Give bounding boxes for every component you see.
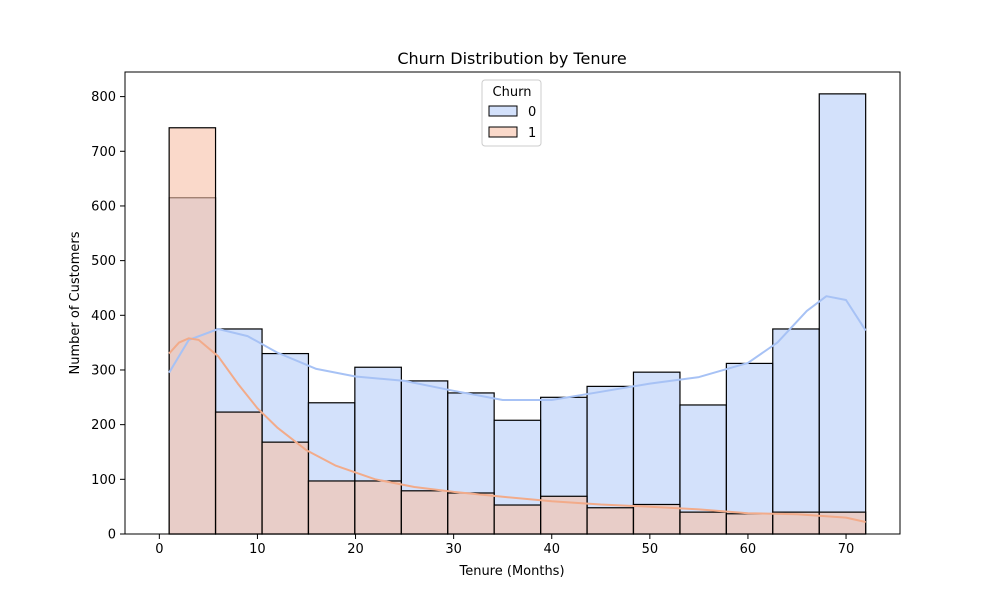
bar-churn-1-bin-12	[679, 511, 727, 535]
bar-churn-1-bin-8	[493, 504, 542, 535]
y-tick-label-800: 800	[91, 90, 116, 105]
x-tick-label-10: 10	[249, 542, 266, 557]
y-tick-label-200: 200	[91, 418, 116, 433]
x-tick-label-70: 70	[838, 542, 855, 557]
legend-label-1: 1	[528, 126, 536, 141]
kde-line-churn-0	[168, 295, 867, 401]
bar-churn-1-bin-5	[354, 480, 402, 535]
y-tick-label-400: 400	[91, 309, 116, 324]
bars-layer	[168, 93, 867, 535]
legend-swatch-1	[488, 126, 518, 138]
bar-churn-1-bin-2	[214, 411, 263, 535]
legend: Churn 0 1	[481, 79, 542, 147]
bar-churn-1-bin-7	[447, 492, 495, 535]
y-tick-label-300: 300	[91, 363, 116, 378]
kde-layer	[168, 295, 867, 523]
y-axis-label: Number of Customers	[68, 231, 83, 374]
bar-churn-1-bin-11	[632, 503, 681, 535]
y-tick-label-700: 700	[91, 145, 116, 160]
bar-churn-0-bin-13	[725, 362, 774, 535]
y-tick-label-500: 500	[91, 254, 116, 269]
bar-churn-1-bin-1	[168, 127, 217, 535]
x-tick-label-50: 50	[642, 542, 659, 557]
chart-title: Churn Distribution by Tenure	[397, 49, 626, 68]
kde-line-churn-1	[168, 337, 866, 523]
legend-title: Churn	[493, 85, 532, 100]
x-tick-label-20: 20	[347, 542, 364, 557]
x-tick-label-0: 0	[155, 542, 163, 557]
plot-frame	[124, 71, 901, 535]
x-axis-label: Tenure (Months)	[458, 564, 564, 579]
bar-churn-1-bin-6	[400, 490, 449, 535]
y-tick-label-600: 600	[91, 199, 116, 214]
bar-churn-1-bin-13	[725, 513, 774, 535]
y-tick-label-100: 100	[91, 473, 116, 488]
x-tick-label-60: 60	[740, 542, 757, 557]
x-axis: 0 10 20 30 40 50 60 70	[155, 534, 854, 557]
bar-churn-0-bin-15	[818, 93, 867, 535]
bar-churn-0-bin-14	[772, 328, 820, 535]
bar-churn-1-bin-4	[307, 480, 356, 535]
legend-swatch-0	[488, 105, 518, 117]
bar-churn-1-bin-3	[261, 441, 310, 535]
x-tick-label-40: 40	[543, 542, 560, 557]
legend-label-0: 0	[528, 105, 536, 120]
y-axis: 0 100 200 300 400 500 600 700 800	[91, 90, 125, 543]
x-tick-label-30: 30	[445, 542, 462, 557]
y-tick-label-0: 0	[108, 528, 116, 543]
bar-churn-1-bin-10	[586, 507, 635, 535]
